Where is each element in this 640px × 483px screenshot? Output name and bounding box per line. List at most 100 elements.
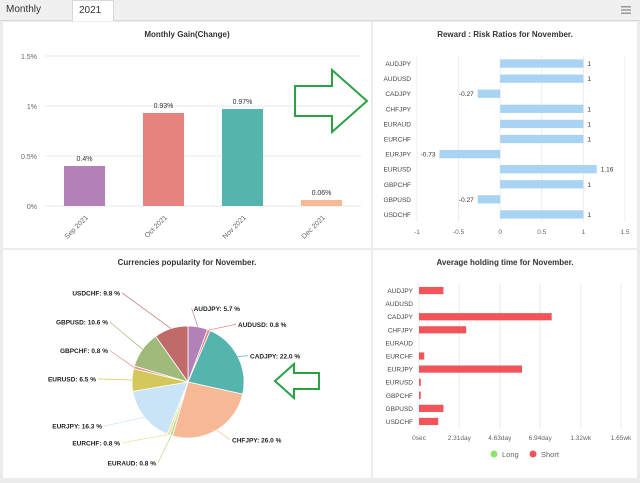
right-arrow-icon: [294, 68, 369, 134]
x-tick-label: 4.63day: [488, 435, 512, 442]
holding-time-panel: Average holding time for November. 0sec 2…: [373, 250, 637, 478]
y-tick-label: EURUSD: [384, 167, 412, 174]
bar: [221, 109, 264, 206]
menu-icon[interactable]: [620, 4, 632, 16]
data-label: -0.73: [421, 152, 436, 159]
data-label: 0.93%: [154, 103, 174, 110]
label-leader: [121, 292, 172, 329]
x-tick-label: -0.5: [453, 229, 465, 236]
bar: [477, 89, 501, 98]
bar: [500, 59, 584, 68]
chart-title: Currencies popularity for November.: [117, 258, 257, 267]
label-leader: [216, 429, 231, 441]
label-leader: [109, 350, 135, 368]
data-label: CADJPY: 22.0 %: [250, 353, 300, 360]
data-label: 1: [587, 106, 591, 113]
y-tick-label: AUDJPY: [385, 61, 411, 68]
y-tick-label: GBPUSD: [386, 406, 414, 413]
bar: [500, 210, 584, 219]
y-tick-label: EURUSD: [386, 380, 414, 387]
y-tick-label: GBPUSD: [384, 197, 412, 204]
x-tick-label: 1.5: [620, 229, 629, 236]
y-tick-label: GBPCHF: [384, 182, 411, 189]
bar: [419, 313, 552, 321]
bar: [419, 417, 439, 426]
x-tick-label: 6.94day: [529, 435, 553, 442]
label-leader: [191, 308, 199, 328]
y-tick-label: EURAUD: [386, 340, 414, 347]
data-label: EURJPY: 16.3 %: [52, 424, 102, 431]
tab-bar: Monthly Analytics 2021: [0, 0, 640, 35]
x-tick-label: 1: [582, 229, 586, 236]
y-tick-label: CHFJPY: [386, 106, 412, 113]
x-tick-label: 2.31day: [448, 435, 472, 442]
x-tick-label: 0: [498, 229, 502, 236]
data-label: 1: [587, 212, 591, 219]
reward-risk-panel: Reward : Risk Ratios for November. -1 -0.…: [373, 22, 637, 248]
data-label: EURUSD: 6.5 %: [48, 376, 96, 383]
y-tick-label: EURCHF: [386, 354, 413, 361]
tab-monthly-analytics[interactable]: Monthly Analytics: [0, 0, 76, 35]
x-tick-label: Sep 2021: [64, 214, 90, 240]
data-label: GBPUSD: 10.6 %: [56, 320, 108, 327]
data-label: AUDJPY: 5.7 %: [194, 306, 241, 313]
data-label: -0.27: [459, 197, 474, 204]
x-tick-label: 1.65wk: [611, 435, 632, 442]
pie-slice: [172, 381, 244, 439]
bar: [439, 149, 501, 159]
bar: [500, 104, 584, 113]
bar: [419, 286, 444, 295]
bar: [500, 165, 597, 174]
x-tick-label: Dec 2021: [301, 214, 327, 240]
bar: [419, 404, 444, 412]
data-label: EURCHF: 0.8 %: [72, 440, 120, 447]
bar: [419, 365, 523, 373]
bar: [500, 119, 584, 129]
y-tick-label: 0.5%: [21, 154, 37, 161]
data-label: 1: [587, 61, 591, 68]
left-arrow-icon: [273, 362, 320, 400]
data-label: EURAUD: 0.8 %: [108, 460, 157, 467]
data-label: 1: [587, 137, 591, 144]
y-tick-label: EURCHF: [384, 137, 411, 144]
data-label: 0.06%: [312, 190, 332, 197]
label-leader: [97, 378, 133, 381]
y-tick-label: 1%: [27, 104, 37, 111]
pie-slice: [187, 330, 245, 395]
y-tick-label: EURAUD: [384, 121, 412, 128]
x-tick-label: 0.5: [537, 229, 546, 236]
data-label: USDCHF: 9.8 %: [72, 290, 120, 297]
y-tick-label: USDCHF: [386, 419, 413, 426]
data-label: 1: [587, 182, 591, 189]
y-tick-label: EURJPY: [385, 152, 411, 159]
x-tick-label: Nov 2021: [222, 214, 248, 240]
data-label: 1: [587, 76, 591, 83]
bar: [300, 200, 343, 206]
monthly-gain-panel: Monthly Gain(Change) 0% 0.5% 1% 1.5% 0.4% Sep…: [3, 22, 371, 248]
legend-label: Long: [502, 450, 519, 459]
pie-slice: [132, 381, 189, 435]
x-tick-label: 1.32wk: [570, 435, 591, 442]
monthly-gain-chart: 0% 0.5% 1% 1.5% 0.4% Sep 2021 0.93% Oct 2021 0.9…: [21, 54, 361, 241]
data-label: 1.16: [601, 167, 614, 174]
bar: [63, 166, 106, 206]
data-label: 0.4%: [77, 156, 93, 163]
tab-2021[interactable]: 2021: [72, 0, 114, 21]
chart-title: Monthly Gain(Change): [144, 30, 230, 39]
chart-title: Average holding time for November.: [436, 258, 574, 267]
label-leader: [157, 435, 172, 464]
bar: [477, 195, 501, 204]
y-tick-label: CADJPY: [385, 91, 411, 98]
x-tick-label: Oct 2021: [144, 214, 169, 239]
data-label: AUDUSD: 0.8 %: [238, 322, 287, 329]
bar: [419, 391, 421, 399]
holding-time-chart: 0sec 2.31day 4.63day 6.94day 1.32wk 1.65wk AUD…: [386, 284, 632, 459]
legend-marker: [529, 450, 537, 458]
bar: [500, 74, 584, 83]
data-label: -0.27: [459, 91, 474, 98]
y-tick-label: AUDJPY: [387, 288, 413, 295]
y-tick-label: EURJPY: [387, 367, 413, 374]
label-leader: [208, 323, 237, 331]
y-tick-label: GBPCHF: [386, 393, 413, 400]
reward-risk-chart: -1 -0.5 0 0.5 1 1.5 AUDJPY AUDUSD CADJPY CHFJPY EU…: [384, 56, 630, 236]
